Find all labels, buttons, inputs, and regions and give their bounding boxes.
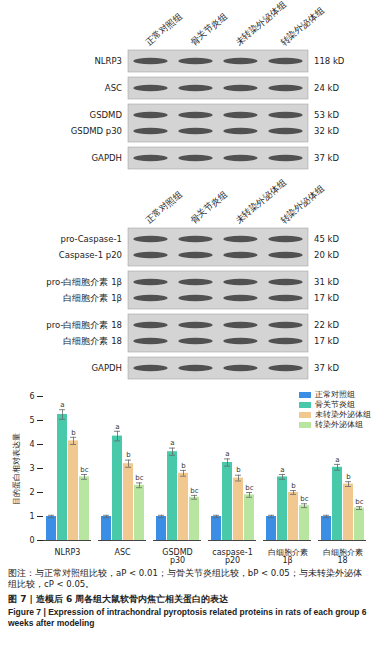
svg-text:bc: bc [355, 498, 363, 506]
svg-text:pro-白细胞介素 18: pro-白细胞介素 18 [46, 320, 122, 330]
html-text:骨关节炎组: 骨关节炎组 [315, 400, 355, 409]
svg-text:5: 5 [29, 416, 34, 425]
svg-text:b: b [346, 473, 351, 481]
html-text:Figure 7 | Expression of intra: Figure 7 | Expression of intrachondral p… [8, 607, 367, 628]
svg-text:37 kD: 37 kD [314, 363, 339, 373]
html-text:图注：与正常对照组比较，aP < 0.01；与骨关节炎组比较: 图注：与正常对照组比较，aP < 0.01；与骨关节炎组比较，bP < 0.05… [8, 568, 362, 589]
svg-text:0: 0 [29, 536, 34, 545]
svg-text:骨关节炎组: 骨关节炎组 [188, 11, 229, 48]
html-text:图 7 | 造模后 6 周各组大鼠软骨内焦亡相关蛋白的表达: 图 7 | 造模后 6 周各组大鼠软骨内焦亡相关蛋白的表达 [8, 594, 229, 604]
svg-text:3: 3 [29, 464, 34, 473]
svg-text:a: a [225, 450, 229, 458]
svg-text:bc: bc [80, 466, 88, 474]
svg-text:b: b [71, 429, 76, 437]
svg-text:正常对照组: 正常对照组 [143, 189, 184, 226]
svg-text:NLRP3: NLRP3 [94, 56, 122, 66]
svg-text:a: a [115, 423, 119, 431]
svg-text:a: a [170, 439, 174, 447]
svg-text:白细胞介素 18: 白细胞介素 18 [63, 336, 122, 346]
svg-text:GSDMD p30: GSDMD p30 [71, 126, 122, 136]
svg-text:20 kD: 20 kD [314, 250, 339, 260]
svg-text:caspase-1p20: caspase-1p20 [212, 548, 253, 565]
html-text:转染外泌体组: 转染外泌体组 [315, 420, 363, 429]
svg-text:22 kD: 22 kD [314, 320, 339, 330]
svg-text:45 kD: 45 kD [314, 234, 339, 244]
svg-text:pro-白细胞介素 1β: pro-白细胞介素 1β [46, 277, 122, 287]
svg-text:6: 6 [29, 392, 34, 401]
svg-text:31 kD: 31 kD [314, 277, 339, 287]
svg-text:118 kD: 118 kD [314, 56, 345, 66]
svg-text:转染外泌体组: 转染外泌体组 [278, 5, 326, 47]
svg-text:NLRP3: NLRP3 [55, 548, 81, 557]
svg-text:b: b [126, 451, 131, 459]
svg-text:a: a [60, 401, 64, 409]
svg-text:17 kD: 17 kD [314, 336, 339, 346]
svg-text:4: 4 [29, 440, 34, 449]
svg-text:GSDMD: GSDMD [90, 110, 123, 120]
svg-text:ASC: ASC [105, 83, 122, 93]
svg-text:2: 2 [29, 488, 34, 497]
svg-text:GAPDH: GAPDH [92, 153, 122, 163]
svg-text:a: a [335, 456, 339, 464]
svg-text:GAPDH: GAPDH [92, 363, 122, 373]
svg-text:b: b [236, 466, 241, 474]
svg-text:目的蛋白相对表达量: 目的蛋白相对表达量 [12, 433, 21, 505]
svg-text:转染外泌体组: 转染外泌体组 [278, 183, 326, 225]
svg-text:bc: bc [135, 474, 143, 482]
svg-text:24 kD: 24 kD [314, 83, 339, 93]
svg-text:bc: bc [300, 495, 308, 503]
svg-text:b: b [291, 482, 296, 490]
svg-text:GSDMDp30: GSDMDp30 [162, 548, 193, 565]
svg-text:白细胞介素 1β: 白细胞介素 1β [63, 293, 122, 303]
svg-text:37 kD: 37 kD [314, 153, 339, 163]
svg-text:32 kD: 32 kD [314, 126, 339, 136]
svg-text:ASC: ASC [114, 548, 131, 557]
svg-text:未转染外泌体组: 未转染外泌体组 [233, 177, 288, 226]
svg-text:bc: bc [245, 484, 253, 492]
html-text:正常对照组: 正常对照组 [315, 390, 355, 399]
svg-text:pro-Caspase-1: pro-Caspase-1 [61, 234, 122, 244]
svg-text:正常对照组: 正常对照组 [143, 11, 184, 48]
svg-text:未转染外泌体组: 未转染外泌体组 [233, 0, 288, 48]
svg-text:53 kD: 53 kD [314, 110, 339, 120]
svg-text:Caspase-1 p20: Caspase-1 p20 [59, 250, 122, 260]
svg-text:a: a [280, 466, 284, 474]
svg-text:骨关节炎组: 骨关节炎组 [188, 189, 229, 226]
svg-text:b: b [181, 462, 186, 470]
svg-text:白细胞介素18: 白细胞介素18 [323, 548, 363, 565]
svg-text:1: 1 [29, 512, 34, 521]
svg-text:白细胞介素1β: 白细胞介素1β [268, 548, 308, 565]
svg-text:17 kD: 17 kD [314, 293, 339, 303]
html-text:未转染外泌体组: 未转染外泌体组 [315, 410, 371, 419]
svg-text:bc: bc [190, 487, 198, 495]
